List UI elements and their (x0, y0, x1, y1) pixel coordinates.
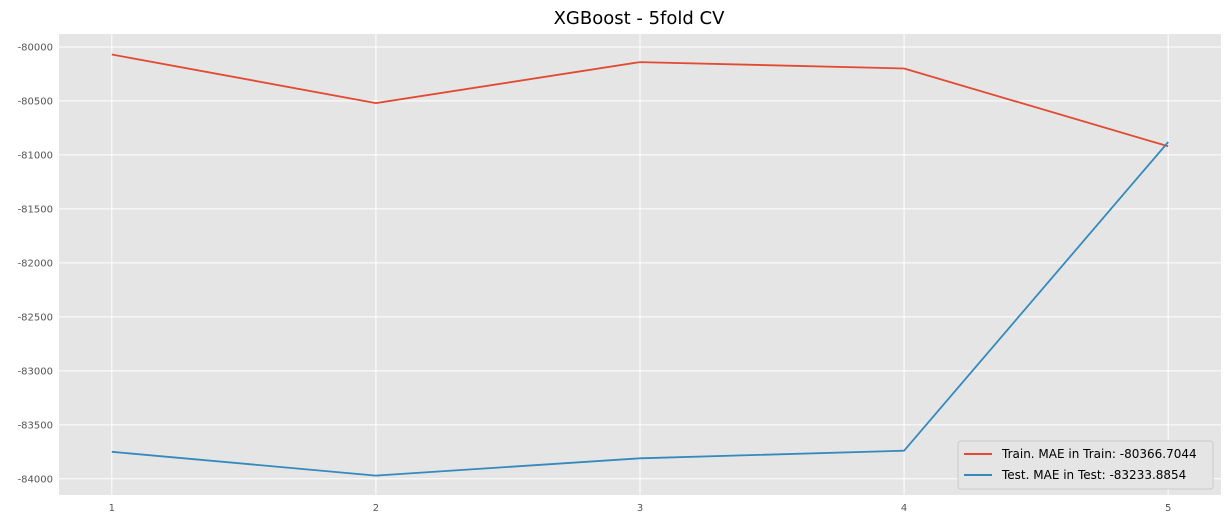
y-tick-label: -82500 (18, 312, 53, 323)
series-line-test (111, 141, 1169, 477)
y-tick-label: -81000 (18, 150, 53, 161)
series-group (111, 53, 1169, 477)
legend-label-train: Train. MAE in Train: -80366.7044 (1001, 447, 1197, 461)
x-tick-label: 1 (109, 503, 115, 514)
legend-box (957, 440, 1214, 490)
chart-title: XGBoost - 5fold CV (554, 8, 726, 29)
series-line-train (111, 53, 1169, 148)
y-tick-label: -80000 (18, 42, 53, 53)
x-tick-label: 5 (1165, 503, 1171, 514)
y-tick-label: -83500 (18, 420, 53, 431)
y-axis: -80000 -80500 -81000 -81500 -82000 -82500 -830… (18, 42, 53, 485)
x-tick-label: 3 (637, 503, 643, 514)
y-tick-label: -84000 (18, 474, 53, 485)
y-tick-label: -80500 (18, 96, 53, 107)
legend: Train. MAE in Train: -80366.7044 Test. M… (957, 440, 1214, 490)
legend-label-test: Test. MAE in Test: -83233.8854 (1001, 468, 1186, 482)
grid (59, 34, 1221, 495)
x-tick-label: 2 (373, 503, 379, 514)
x-tick-label: 4 (901, 503, 907, 514)
y-tick-label: -82000 (18, 258, 53, 269)
y-tick-label: -81500 (18, 204, 53, 215)
x-axis: 1 2 3 4 5 (109, 503, 1172, 514)
y-tick-label: -83000 (18, 366, 53, 377)
